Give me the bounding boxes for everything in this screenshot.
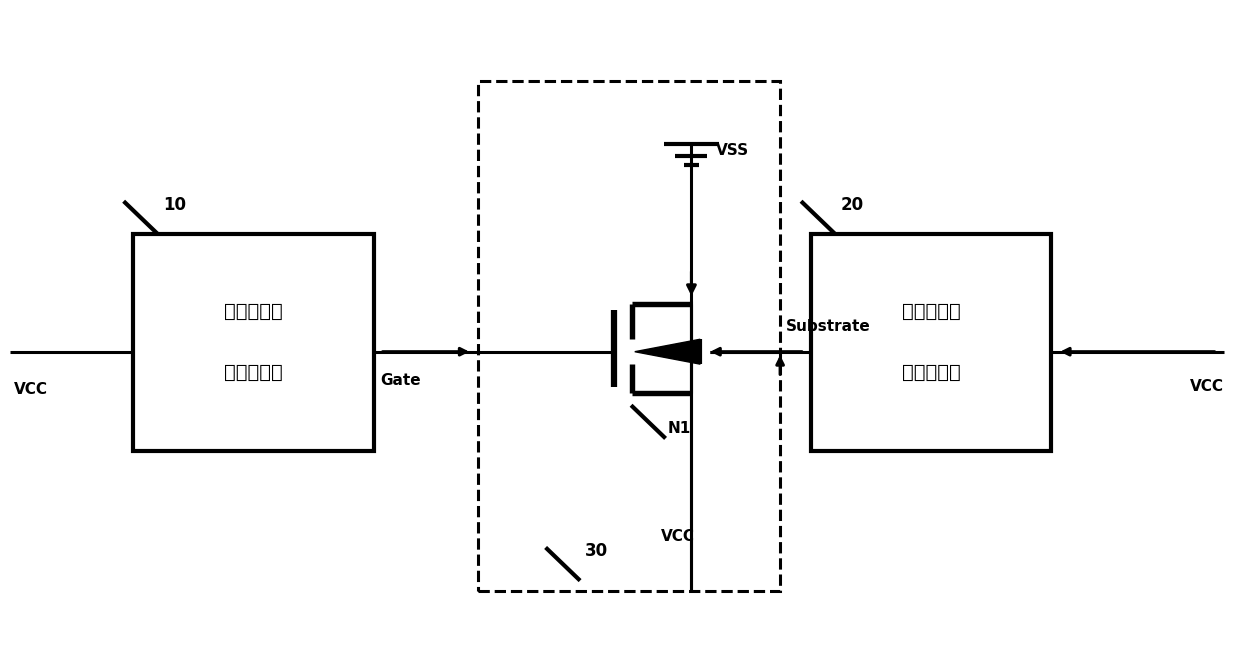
Bar bbox=[134, 234, 373, 450]
Text: 20: 20 bbox=[841, 196, 863, 214]
Text: 号产生电路: 号产生电路 bbox=[224, 363, 283, 382]
Text: 衬底触发信: 衬底触发信 bbox=[901, 302, 960, 321]
Text: VCC: VCC bbox=[14, 382, 48, 397]
Text: 栅极触发信: 栅极触发信 bbox=[224, 302, 283, 321]
Text: VSS: VSS bbox=[715, 143, 749, 158]
Text: Gate: Gate bbox=[379, 373, 420, 388]
Text: N1: N1 bbox=[668, 421, 691, 435]
Text: Substrate: Substrate bbox=[786, 318, 870, 334]
Text: 30: 30 bbox=[585, 542, 608, 560]
Text: VCC: VCC bbox=[1189, 379, 1224, 394]
Bar bbox=[479, 81, 780, 591]
Text: 10: 10 bbox=[162, 196, 186, 214]
Text: VCC: VCC bbox=[661, 529, 694, 544]
Text: 号产生电路: 号产生电路 bbox=[901, 363, 960, 382]
Polygon shape bbox=[635, 339, 701, 364]
Bar bbox=[811, 234, 1052, 450]
